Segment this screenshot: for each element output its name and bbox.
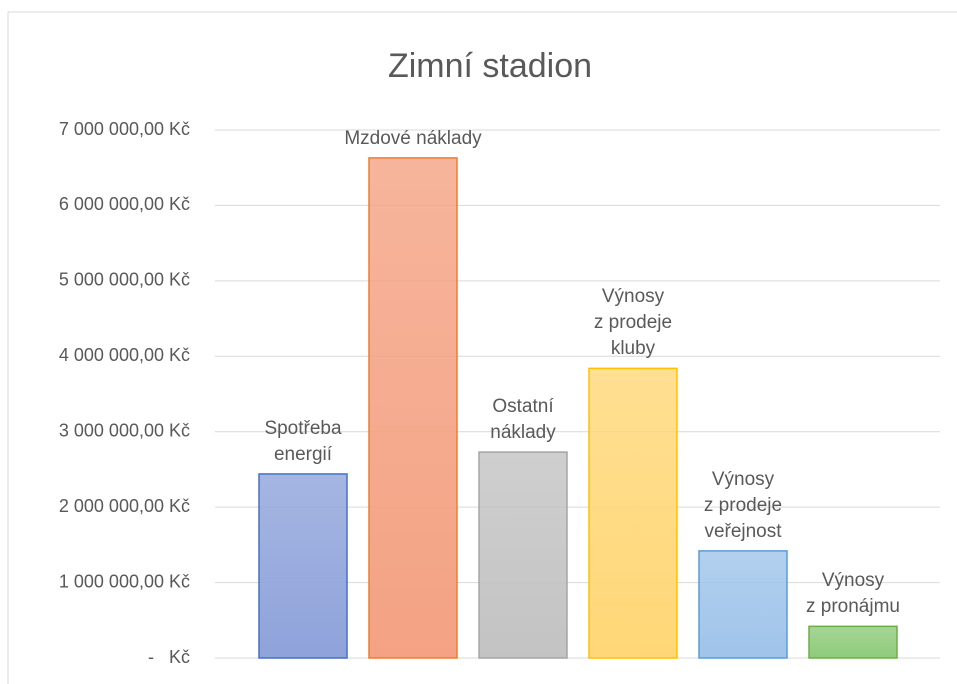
bar <box>368 157 458 659</box>
y-tick-label: - Kč <box>148 647 190 667</box>
data-label: Výnosy z pronájmu <box>806 570 900 618</box>
y-tick-label: 5 000 000,00 Kč <box>59 270 190 290</box>
bar <box>588 367 678 659</box>
bar <box>258 473 348 659</box>
bar <box>478 451 568 659</box>
y-tick-label: 2 000 000,00 Kč <box>59 496 190 516</box>
data-label: Mzdové náklady <box>344 127 482 149</box>
bar <box>698 550 788 659</box>
y-tick-label: 3 000 000,00 Kč <box>59 420 190 440</box>
chart-title: Zimní stadion <box>388 47 592 85</box>
y-tick-label: 7 000 000,00 Kč <box>59 119 190 139</box>
y-tick-label: 6 000 000,00 Kč <box>59 194 190 214</box>
data-label: Výnosy z prodeje veřejnost <box>703 468 783 542</box>
y-tick-label: 1 000 000,00 Kč <box>59 571 190 591</box>
data-label: Ostatní náklady <box>490 396 556 444</box>
data-label: Výnosy z prodeje kluby <box>593 286 673 360</box>
bar <box>808 625 898 659</box>
data-label: Spotřeba energií <box>264 417 342 465</box>
y-tick-label: 4 000 000,00 Kč <box>59 345 190 365</box>
